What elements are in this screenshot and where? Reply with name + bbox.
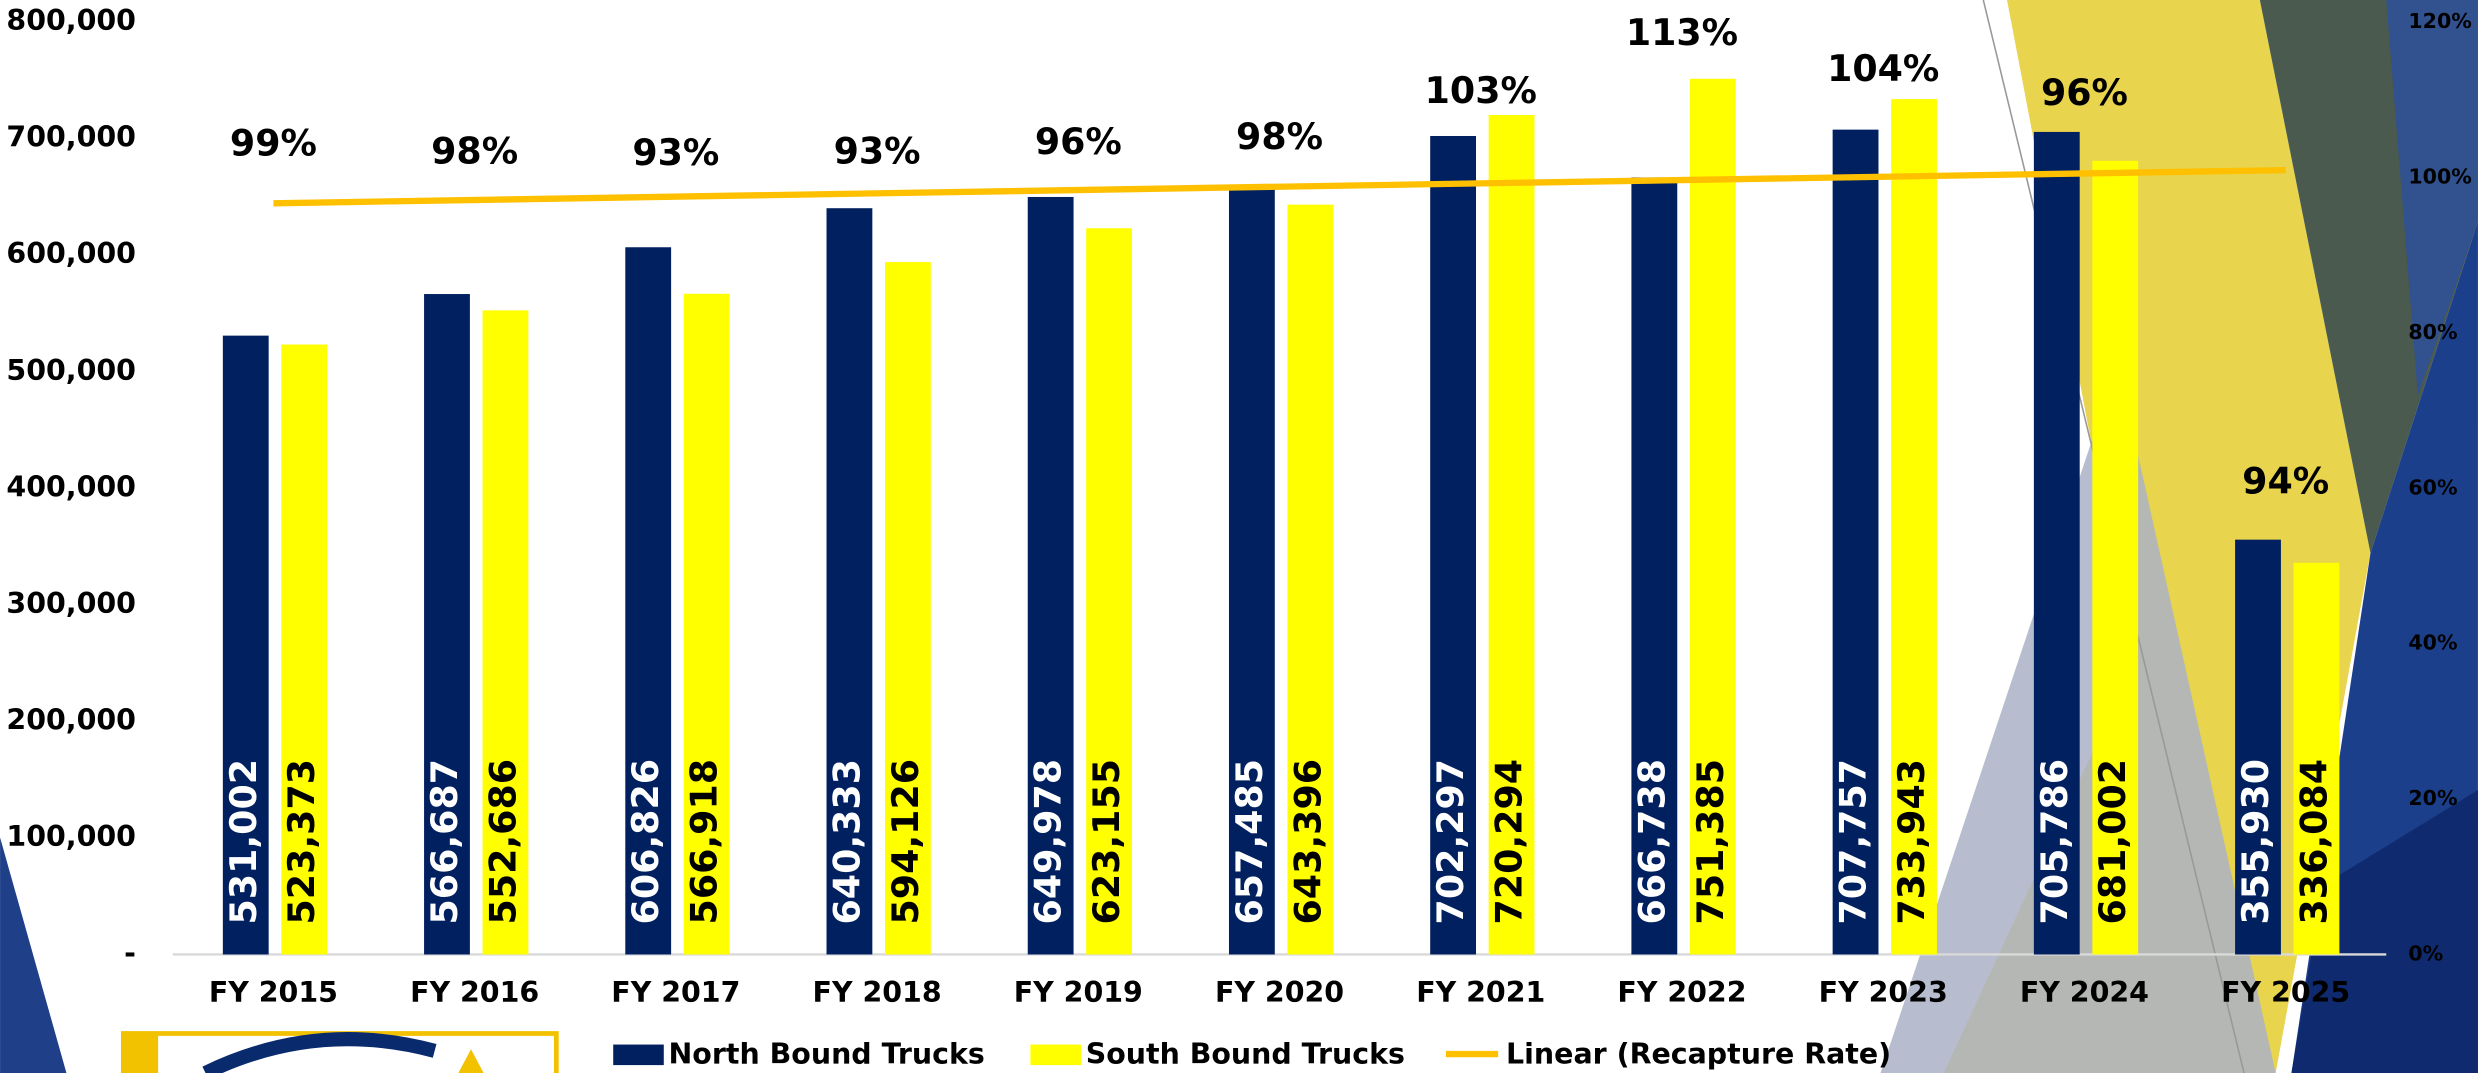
y2-tick-label: 20% — [2408, 786, 2457, 810]
x-tick-label: FY 2016 — [410, 976, 539, 1009]
y2-tick-label: 120% — [2408, 9, 2471, 33]
rate-label: 98% — [431, 129, 518, 172]
rate-label: 103% — [1425, 69, 1537, 112]
value-label: 623,155 — [1085, 759, 1128, 924]
page: {"chart_data": { "type": "bar", "categor… — [0, 0, 2478, 1077]
rate-label: 94% — [2242, 460, 2329, 503]
legend-swatch — [613, 1045, 664, 1066]
value-label: 523,373 — [280, 759, 323, 924]
x-tick-label: FY 2025 — [2221, 976, 2350, 1009]
value-label: 681,002 — [2091, 759, 2134, 924]
value-label: 666,738 — [1630, 759, 1673, 924]
trendline — [273, 170, 2285, 203]
y-tick-label: 100,000 — [6, 820, 136, 853]
rate-label: 104% — [1827, 47, 1939, 90]
y-tick-label: 600,000 — [6, 237, 136, 270]
value-label: 594,126 — [884, 759, 927, 924]
value-label: 705,786 — [2033, 759, 2076, 924]
value-label: 643,396 — [1286, 759, 1329, 924]
value-label: 733,943 — [1890, 759, 1933, 924]
x-tick-label: FY 2019 — [1014, 976, 1143, 1009]
value-label: 566,918 — [683, 759, 726, 924]
value-label: 720,294 — [1488, 759, 1531, 924]
legend-label: North Bound Trucks — [669, 1038, 985, 1071]
value-label: 606,826 — [624, 759, 667, 924]
y2-tick-label: 60% — [2408, 475, 2457, 499]
rate-label: 113% — [1626, 11, 1738, 54]
y2-tick-label: 0% — [2408, 941, 2443, 965]
value-label: 657,485 — [1228, 759, 1271, 924]
x-tick-label: FY 2020 — [1215, 976, 1344, 1009]
legend-swatch — [1030, 1045, 1081, 1066]
value-label: 336,084 — [2292, 759, 2335, 924]
legend-label: Linear (Recapture Rate) — [1506, 1038, 1891, 1071]
x-tick-label: FY 2024 — [2020, 976, 2149, 1009]
x-tick-label: FY 2015 — [209, 976, 338, 1009]
legend-label: South Bound Trucks — [1086, 1038, 1405, 1071]
rate-label: 99% — [230, 121, 317, 164]
rate-label: 93% — [632, 131, 719, 174]
rate-label: 93% — [834, 129, 921, 172]
logo — [123, 1033, 556, 1073]
rate-label: 96% — [2041, 71, 2128, 114]
chart: - 100,000 200,000 300,000 400,000 500,000 600,… — [0, 0, 2478, 1073]
y-tick-label: 500,000 — [6, 354, 136, 387]
y-tick-label: 400,000 — [6, 470, 136, 503]
x-tick-label: FY 2018 — [813, 976, 942, 1009]
rate-label: 96% — [1035, 120, 1122, 163]
y-tick-label: - — [124, 936, 136, 969]
value-label: 552,686 — [481, 759, 524, 924]
x-tick-label: FY 2022 — [1617, 976, 1746, 1009]
value-label: 702,297 — [1429, 759, 1472, 924]
y-tick-label: 800,000 — [6, 4, 136, 37]
value-label: 707,757 — [1832, 759, 1875, 924]
value-label: 566,687 — [423, 759, 466, 924]
y-tick-label: 200,000 — [6, 703, 136, 736]
value-label: 355,930 — [2234, 759, 2277, 924]
value-label: 751,385 — [1689, 759, 1732, 924]
y2-tick-label: 100% — [2408, 165, 2471, 189]
y-tick-label: 700,000 — [6, 121, 136, 154]
value-label: 640,333 — [825, 759, 868, 924]
x-tick-label: FY 2017 — [611, 976, 740, 1009]
y2-tick-label: 40% — [2408, 631, 2457, 655]
rate-label: 98% — [1236, 115, 1323, 158]
value-label: 531,002 — [222, 759, 265, 924]
x-tick-label: FY 2021 — [1416, 976, 1545, 1009]
x-tick-label: FY 2023 — [1819, 976, 1948, 1009]
y-tick-label: 300,000 — [6, 587, 136, 620]
value-label: 649,978 — [1027, 759, 1070, 924]
y2-tick-label: 80% — [2408, 320, 2457, 344]
